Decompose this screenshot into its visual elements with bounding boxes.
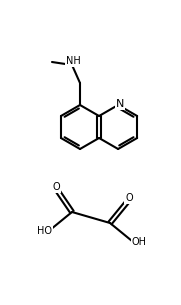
Text: O: O: [125, 193, 133, 203]
Text: N: N: [116, 99, 124, 109]
Text: O: O: [52, 182, 60, 192]
Text: OH: OH: [132, 237, 146, 247]
Text: HO: HO: [37, 226, 52, 236]
Text: NH: NH: [66, 56, 80, 66]
